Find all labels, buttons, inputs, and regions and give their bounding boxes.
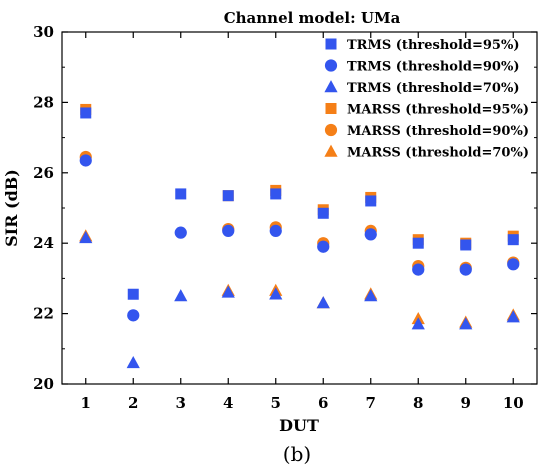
x-tick-label: 5 bbox=[271, 394, 281, 412]
data-point-square bbox=[80, 107, 92, 119]
y-tick-label: 22 bbox=[33, 305, 54, 323]
data-point-square bbox=[460, 239, 472, 251]
x-tick-label: 6 bbox=[318, 394, 328, 412]
legend-entry: TRMS (threshold=95%) bbox=[347, 38, 519, 53]
data-point-triangle bbox=[126, 355, 140, 369]
y-axis: 20 22 24 26 28 30 bbox=[33, 23, 537, 393]
data-point-circle bbox=[507, 258, 520, 271]
data-point-triangle bbox=[174, 289, 188, 302]
data-point-square bbox=[507, 234, 519, 246]
data-point-square bbox=[175, 188, 187, 200]
legend: TRMS (threshold=95%) TRMS (threshold=90%)… bbox=[324, 38, 529, 161]
data-point-triangle bbox=[316, 296, 330, 309]
chart-title: Channel model: UMa bbox=[224, 9, 401, 27]
data-point-triangle bbox=[269, 287, 283, 300]
legend-marker-circle bbox=[324, 59, 338, 72]
y-tick-label: 24 bbox=[33, 234, 54, 252]
legend-entry: MARSS (threshold=70%) bbox=[347, 146, 529, 161]
data-point-square bbox=[317, 207, 329, 219]
y-tick-label: 20 bbox=[33, 375, 54, 393]
y-tick-label: 30 bbox=[33, 23, 54, 41]
x-tick-label: 3 bbox=[176, 394, 186, 412]
y-tick-label: 28 bbox=[33, 93, 54, 111]
data-point-circle bbox=[459, 263, 472, 276]
data-point-circle bbox=[269, 224, 282, 237]
x-axis-label: DUT bbox=[279, 416, 319, 435]
data-point-triangle bbox=[411, 317, 425, 330]
data-point-circle bbox=[79, 154, 92, 167]
data-point-circle bbox=[174, 226, 187, 239]
data-point-square bbox=[222, 190, 234, 202]
x-tick-label: 10 bbox=[503, 394, 524, 412]
data-points bbox=[79, 103, 520, 369]
x-tick-label: 1 bbox=[81, 394, 91, 412]
data-point-square bbox=[270, 188, 282, 200]
x-tick-label: 9 bbox=[461, 394, 471, 412]
legend-marker-triangle bbox=[324, 144, 338, 157]
x-axis: 1 2 3 4 5 6 7 8 9 10 bbox=[81, 32, 524, 412]
x-tick-label: 4 bbox=[223, 394, 233, 412]
legend-marker-triangle bbox=[324, 80, 338, 93]
data-point-square bbox=[365, 195, 377, 207]
data-point-triangle bbox=[364, 289, 378, 302]
data-point-square bbox=[412, 237, 424, 249]
data-point-triangle bbox=[506, 310, 520, 323]
data-point-square bbox=[127, 288, 139, 300]
data-point-circle bbox=[364, 228, 377, 241]
legend-entry: MARSS (threshold=90%) bbox=[347, 124, 529, 139]
data-point-triangle bbox=[459, 317, 473, 330]
data-point-triangle bbox=[79, 230, 93, 244]
data-point-triangle bbox=[221, 285, 235, 298]
legend-marker-square bbox=[325, 103, 337, 114]
data-point-circle bbox=[222, 224, 235, 237]
legend-entry: MARSS (threshold=95%) bbox=[347, 103, 529, 118]
x-tick-label: 8 bbox=[413, 394, 423, 412]
legend-marker-square bbox=[325, 38, 337, 50]
y-tick-label: 26 bbox=[33, 164, 54, 182]
data-point-circle bbox=[317, 240, 330, 253]
legend-marker-circle bbox=[324, 123, 338, 137]
legend-entry: TRMS (threshold=70%) bbox=[347, 81, 519, 96]
figure-caption: (b) bbox=[283, 442, 311, 466]
data-point-circle bbox=[127, 309, 140, 322]
y-axis-label: SIR (dB) bbox=[2, 169, 21, 247]
legend-entry: TRMS (threshold=90%) bbox=[347, 60, 519, 75]
x-tick-label: 2 bbox=[128, 394, 138, 412]
data-point-circle bbox=[412, 263, 425, 276]
x-tick-label: 7 bbox=[366, 394, 376, 412]
